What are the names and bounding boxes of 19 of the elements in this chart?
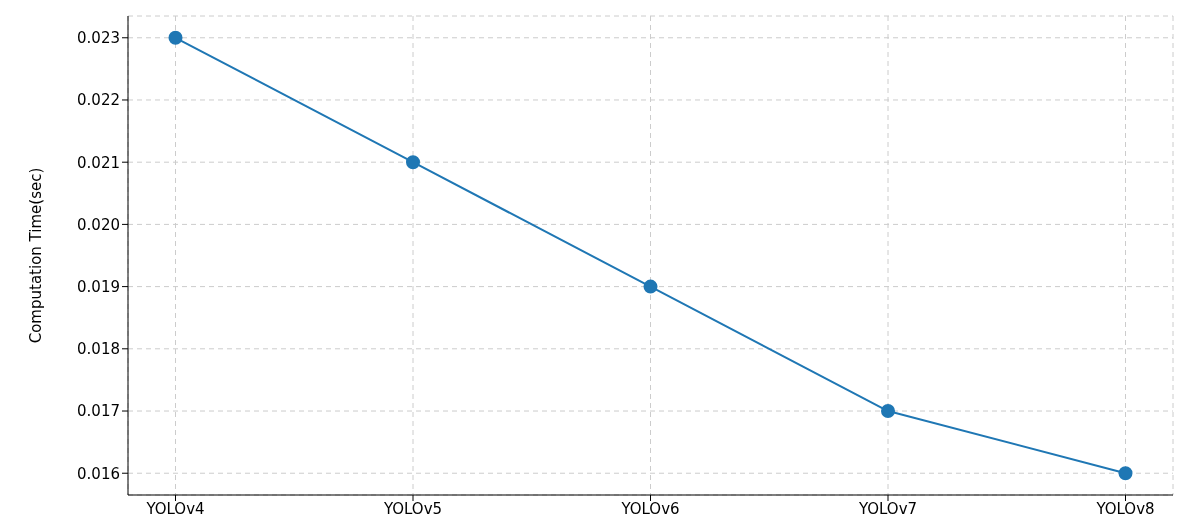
x-tick-label: YOLOv4 <box>145 499 205 518</box>
y-tick-label: 0.017 <box>77 402 120 421</box>
y-tick-label: 0.021 <box>77 153 120 172</box>
point <box>881 404 895 419</box>
point <box>168 30 183 45</box>
y-tick-label: 0.019 <box>77 277 120 296</box>
point <box>1118 466 1133 481</box>
y-tick-label: 0.023 <box>77 29 120 48</box>
y-tick-label: 0.016 <box>77 464 120 483</box>
point <box>406 155 420 170</box>
x-tick-label: YOLOv7 <box>857 499 918 518</box>
x-tick-label: YOLOv8 <box>1095 499 1155 518</box>
x-tick-label: YOLOv6 <box>620 499 680 518</box>
y-tick-label: 0.018 <box>77 340 120 359</box>
point <box>643 279 658 294</box>
x-tick-label: YOLOv5 <box>382 499 443 518</box>
y-axis-title: Computation Time(sec) <box>27 167 46 344</box>
y-tick-label: 0.020 <box>77 215 120 234</box>
y-tick-label: 0.022 <box>77 91 120 110</box>
